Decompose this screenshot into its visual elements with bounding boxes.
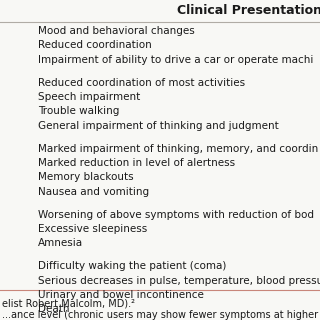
Text: Amnesia: Amnesia — [38, 238, 83, 249]
Text: Excessive sleepiness: Excessive sleepiness — [38, 224, 147, 234]
Bar — [0, 0, 320, 22]
Text: Reduced coordination: Reduced coordination — [38, 41, 152, 51]
Text: Impairment of ability to drive a car or operate machi: Impairment of ability to drive a car or … — [38, 55, 313, 65]
Text: Clinical Presentation: Clinical Presentation — [177, 4, 320, 18]
Text: Speech impairment: Speech impairment — [38, 92, 140, 102]
Text: Marked impairment of thinking, memory, and coordin: Marked impairment of thinking, memory, a… — [38, 143, 318, 154]
Text: Reduced coordination of most activities: Reduced coordination of most activities — [38, 77, 245, 87]
Text: Memory blackouts: Memory blackouts — [38, 172, 134, 182]
Text: Trouble walking: Trouble walking — [38, 107, 119, 116]
Text: Marked reduction in level of alertness: Marked reduction in level of alertness — [38, 158, 235, 168]
Text: ...ance level (chronic users may show fewer symptoms at higher levels...: ...ance level (chronic users may show fe… — [2, 310, 320, 320]
Text: Urinary and bowel incontinence: Urinary and bowel incontinence — [38, 290, 204, 300]
Text: elist Robert Malcolm, MD).²: elist Robert Malcolm, MD).² — [2, 299, 135, 309]
Text: Worsening of above symptoms with reduction of bod: Worsening of above symptoms with reducti… — [38, 210, 314, 220]
Text: Difficulty waking the patient (coma): Difficulty waking the patient (coma) — [38, 261, 226, 271]
Text: Death: Death — [38, 305, 69, 315]
Text: Serious decreases in pulse, temperature, blood pressu: Serious decreases in pulse, temperature,… — [38, 276, 320, 285]
Text: General impairment of thinking and judgment: General impairment of thinking and judgm… — [38, 121, 279, 131]
Text: Nausea and vomiting: Nausea and vomiting — [38, 187, 149, 197]
Text: Mood and behavioral changes: Mood and behavioral changes — [38, 26, 195, 36]
